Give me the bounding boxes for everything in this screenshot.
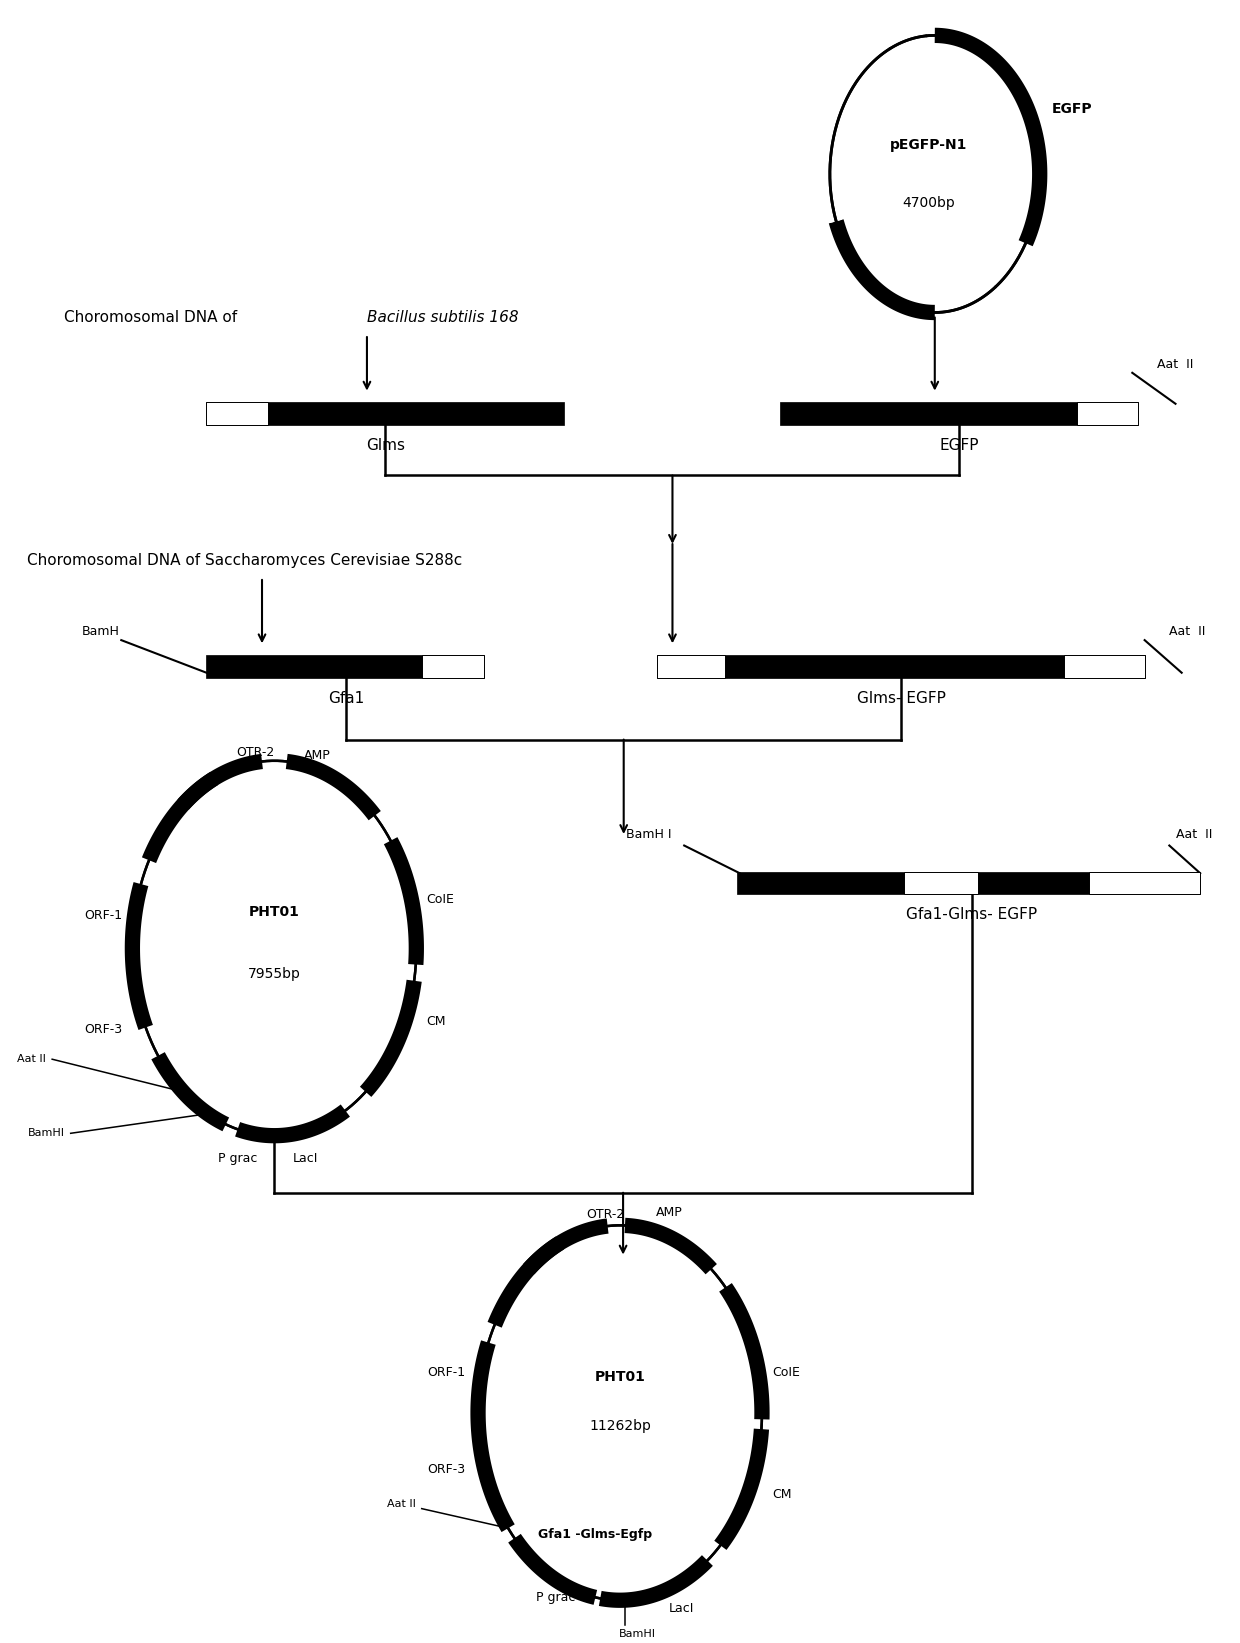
Text: AMP: AMP bbox=[656, 1206, 683, 1219]
Text: Aat  II: Aat II bbox=[1176, 828, 1211, 841]
Bar bbox=[1089, 871, 1200, 894]
Text: ORF-1: ORF-1 bbox=[84, 909, 123, 922]
Text: Choromosomal DNA of: Choromosomal DNA of bbox=[64, 311, 243, 325]
Text: BamH: BamH bbox=[82, 626, 120, 639]
Text: EGFP: EGFP bbox=[940, 439, 980, 453]
Text: OTR-2: OTR-2 bbox=[237, 746, 275, 759]
Polygon shape bbox=[207, 403, 564, 426]
Text: AMP: AMP bbox=[304, 749, 331, 762]
Text: Aat  II: Aat II bbox=[1157, 358, 1193, 371]
Polygon shape bbox=[657, 656, 1145, 677]
Text: pEGFP-N1: pEGFP-N1 bbox=[890, 138, 967, 151]
Text: BamH I: BamH I bbox=[626, 828, 672, 841]
Text: CM: CM bbox=[771, 1489, 791, 1500]
Bar bbox=[1076, 403, 1138, 426]
Text: OTR-2: OTR-2 bbox=[587, 1208, 624, 1221]
Text: ORF-1: ORF-1 bbox=[428, 1365, 466, 1378]
Text: EGFP: EGFP bbox=[1052, 102, 1092, 115]
Bar bbox=[657, 656, 725, 677]
Bar bbox=[904, 871, 978, 894]
Text: CoIE: CoIE bbox=[427, 892, 454, 905]
Text: Choromosomal DNA of Saccharomyces Cerevisiae S288c: Choromosomal DNA of Saccharomyces Cerevi… bbox=[27, 552, 463, 568]
Text: CoIE: CoIE bbox=[771, 1365, 800, 1378]
Bar bbox=[423, 656, 484, 677]
Bar bbox=[207, 403, 268, 426]
Text: BamHI: BamHI bbox=[27, 1129, 64, 1139]
Text: PHT01: PHT01 bbox=[594, 1370, 646, 1383]
Text: CM: CM bbox=[427, 1015, 445, 1029]
Polygon shape bbox=[207, 656, 484, 677]
Text: 7955bp: 7955bp bbox=[248, 968, 301, 981]
Polygon shape bbox=[780, 403, 1138, 426]
Text: BamHI: BamHI bbox=[619, 1630, 656, 1640]
Bar bbox=[1064, 656, 1145, 677]
Text: P grac: P grac bbox=[536, 1592, 575, 1605]
Text: PHT01: PHT01 bbox=[249, 905, 300, 920]
Text: 4700bp: 4700bp bbox=[903, 196, 955, 210]
Text: Glms: Glms bbox=[366, 439, 405, 453]
Text: LacI: LacI bbox=[670, 1602, 694, 1615]
Text: Glms- EGFP: Glms- EGFP bbox=[857, 690, 946, 705]
Text: Bacillus subtilis 168: Bacillus subtilis 168 bbox=[367, 311, 518, 325]
Text: Gfa1 -Glms-Egfp: Gfa1 -Glms-Egfp bbox=[538, 1528, 652, 1541]
Text: ORF-3: ORF-3 bbox=[84, 1024, 123, 1037]
Polygon shape bbox=[738, 871, 1200, 894]
Text: Gfa1-Glms- EGFP: Gfa1-Glms- EGFP bbox=[906, 907, 1038, 922]
Text: P grac: P grac bbox=[218, 1152, 257, 1165]
Text: 11262bp: 11262bp bbox=[589, 1420, 651, 1433]
Text: LacI: LacI bbox=[293, 1152, 317, 1165]
Text: Aat  II: Aat II bbox=[1169, 626, 1205, 639]
Text: ORF-3: ORF-3 bbox=[428, 1464, 466, 1477]
Text: Aat II: Aat II bbox=[387, 1498, 415, 1508]
Text: Aat II: Aat II bbox=[17, 1055, 46, 1065]
Text: Gfa1: Gfa1 bbox=[327, 690, 365, 705]
